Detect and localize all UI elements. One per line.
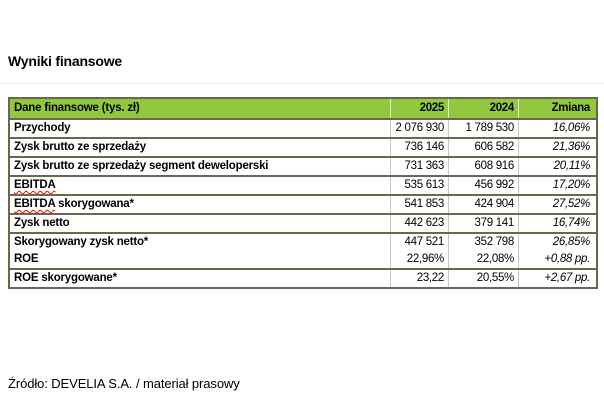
change-value: 26,85% bbox=[518, 234, 596, 251]
change-value: +0,88 pp. bbox=[518, 251, 596, 268]
change-value: 17,20% bbox=[518, 177, 596, 194]
row-label: ROE bbox=[14, 253, 39, 265]
table-row: Przychody 2 076 930 1 789 530 16,06% bbox=[10, 118, 596, 137]
value-2024: 606 582 bbox=[448, 139, 518, 156]
page-title: Wyniki finansowe bbox=[8, 53, 123, 69]
value-2025: 736 146 bbox=[390, 139, 448, 156]
value-2024: 352 798 bbox=[448, 234, 518, 251]
table-row: ROE 22,96% 22,08% +0,88 pp. bbox=[10, 251, 596, 268]
table-row: Zysk brutto ze sprzedaży 736 146 606 582… bbox=[10, 137, 596, 156]
change-value: 16,74% bbox=[518, 215, 596, 232]
value-2024: 424 904 bbox=[448, 196, 518, 213]
value-2025: 22,96% bbox=[390, 251, 448, 268]
value-2024: 608 916 bbox=[448, 158, 518, 175]
table-header-row: Dane finansowe (tys. zł) 2025 2024 Zmian… bbox=[10, 99, 596, 118]
value-2024: 456 992 bbox=[448, 177, 518, 194]
value-2025: 731 363 bbox=[390, 158, 448, 175]
change-value: 21,36% bbox=[518, 139, 596, 156]
row-label: Zysk brutto ze sprzedaży segment dewelop… bbox=[14, 160, 269, 172]
table-row: Zysk netto 442 623 379 141 16,74% bbox=[10, 213, 596, 232]
header-cell-2024: 2024 bbox=[448, 99, 518, 118]
change-value: 27,52% bbox=[518, 196, 596, 213]
value-2025: 447 521 bbox=[390, 234, 448, 251]
title-divider bbox=[0, 83, 604, 84]
row-label: Zysk brutto ze sprzedaży bbox=[14, 141, 146, 153]
row-label: Zysk netto bbox=[14, 217, 70, 229]
value-2024: 379 141 bbox=[448, 215, 518, 232]
table-row: Skorygowany zysk netto* 447 521 352 798 … bbox=[10, 232, 596, 251]
value-2025: 541 853 bbox=[390, 196, 448, 213]
header-cell-change: Zmiana bbox=[518, 99, 596, 118]
value-2025: 2 076 930 bbox=[390, 120, 448, 137]
row-label: EBITDA bbox=[10, 177, 390, 194]
financial-table: Dane finansowe (tys. zł) 2025 2024 Zmian… bbox=[8, 97, 598, 289]
table-row: ROE skorygowane* 23,22 20,55% +2,67 pp. bbox=[10, 268, 596, 287]
value-2025: 23,22 bbox=[390, 270, 448, 287]
misspelled-word: EBITDA bbox=[14, 198, 56, 210]
change-value: 20,11% bbox=[518, 158, 596, 175]
change-value: 16,06% bbox=[518, 120, 596, 137]
row-label: ROE skorygowane* bbox=[14, 272, 117, 284]
row-label: Skorygowany zysk netto* bbox=[14, 236, 149, 248]
value-2024: 20,55% bbox=[448, 270, 518, 287]
change-value: +2,67 pp. bbox=[518, 270, 596, 287]
value-2024: 1 789 530 bbox=[448, 120, 518, 137]
table-row: EBITDA 535 613 456 992 17,20% bbox=[10, 175, 596, 194]
row-label: Przychody bbox=[14, 122, 71, 134]
header-cell-2025: 2025 bbox=[390, 99, 448, 118]
table-row: EBITDA skorygowana* 541 853 424 904 27,5… bbox=[10, 194, 596, 213]
value-2024: 22,08% bbox=[448, 251, 518, 268]
misspelled-word: EBITDA bbox=[14, 179, 56, 191]
table-row: Zysk brutto ze sprzedaży segment dewelop… bbox=[10, 156, 596, 175]
header-cell-label: Dane finansowe (tys. zł) bbox=[14, 102, 140, 114]
row-label: EBITDA skorygowana* bbox=[10, 196, 390, 213]
value-2025: 535 613 bbox=[390, 177, 448, 194]
value-2025: 442 623 bbox=[390, 215, 448, 232]
source-note: Źródło: DEVELIA S.A. / materiał prasowy bbox=[8, 376, 240, 391]
row-label-rest: skorygowana* bbox=[55, 198, 134, 210]
